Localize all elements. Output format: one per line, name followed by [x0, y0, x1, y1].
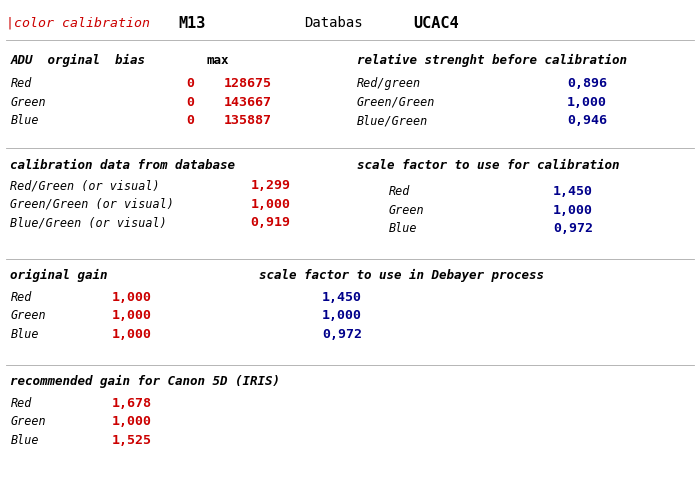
- Text: relative strenght before calibration: relative strenght before calibration: [357, 54, 627, 67]
- Text: original gain: original gain: [10, 269, 108, 281]
- Text: 1,000: 1,000: [112, 328, 152, 341]
- Text: Blue: Blue: [389, 223, 417, 235]
- Text: 1,678: 1,678: [112, 397, 152, 410]
- Text: calibration data from database: calibration data from database: [10, 159, 235, 172]
- Text: 0,972: 0,972: [322, 328, 362, 341]
- Text: 1,450: 1,450: [553, 186, 593, 198]
- Text: 0: 0: [187, 77, 195, 90]
- Text: 1,000: 1,000: [553, 204, 593, 217]
- Text: UCAC4: UCAC4: [413, 16, 459, 31]
- Text: |color calibration: |color calibration: [6, 17, 150, 30]
- Text: 1,299: 1,299: [251, 179, 290, 192]
- Text: 0,896: 0,896: [567, 77, 607, 90]
- Text: 0: 0: [187, 114, 195, 127]
- Text: 0: 0: [187, 96, 195, 108]
- Text: Green: Green: [10, 310, 46, 322]
- Text: scale factor to use in Debayer process: scale factor to use in Debayer process: [259, 269, 544, 281]
- Text: Green: Green: [10, 416, 46, 428]
- Text: Red: Red: [10, 397, 32, 410]
- Text: Blue/Green: Blue/Green: [357, 114, 428, 127]
- Text: Green: Green: [10, 96, 46, 108]
- Text: scale factor to use for calibration: scale factor to use for calibration: [357, 159, 620, 172]
- Text: recommended gain for Canon 5D (IRIS): recommended gain for Canon 5D (IRIS): [10, 375, 281, 387]
- Text: Red: Red: [10, 291, 32, 304]
- Text: Databas: Databas: [304, 17, 363, 30]
- Text: Green/Green: Green/Green: [357, 96, 435, 108]
- Text: 1,000: 1,000: [322, 310, 362, 322]
- Text: 1,000: 1,000: [567, 96, 607, 108]
- Text: 0,972: 0,972: [553, 223, 593, 235]
- Text: max: max: [206, 54, 229, 67]
- Text: 128675: 128675: [224, 77, 272, 90]
- Text: Red: Red: [389, 186, 410, 198]
- Text: Blue/Green (or visual): Blue/Green (or visual): [10, 216, 167, 229]
- Text: 143667: 143667: [224, 96, 272, 108]
- Text: ADU  orginal  bias: ADU orginal bias: [10, 54, 146, 67]
- Text: Red/green: Red/green: [357, 77, 421, 90]
- Text: M13: M13: [178, 16, 206, 31]
- Text: Blue: Blue: [10, 434, 39, 447]
- Text: 1,000: 1,000: [112, 310, 152, 322]
- Text: 1,450: 1,450: [322, 291, 362, 304]
- Text: 1,000: 1,000: [251, 198, 290, 210]
- Text: 1,000: 1,000: [112, 416, 152, 428]
- Text: 1,525: 1,525: [112, 434, 152, 447]
- Text: Green: Green: [389, 204, 424, 217]
- Text: Blue: Blue: [10, 328, 39, 341]
- Text: Red/Green (or visual): Red/Green (or visual): [10, 179, 160, 192]
- Text: 1,000: 1,000: [112, 291, 152, 304]
- Text: Green/Green (or visual): Green/Green (or visual): [10, 198, 174, 210]
- Text: Red: Red: [10, 77, 32, 90]
- Text: Blue: Blue: [10, 114, 39, 127]
- Text: 135887: 135887: [224, 114, 272, 127]
- Text: 0,919: 0,919: [251, 216, 290, 229]
- Text: 0,946: 0,946: [567, 114, 607, 127]
